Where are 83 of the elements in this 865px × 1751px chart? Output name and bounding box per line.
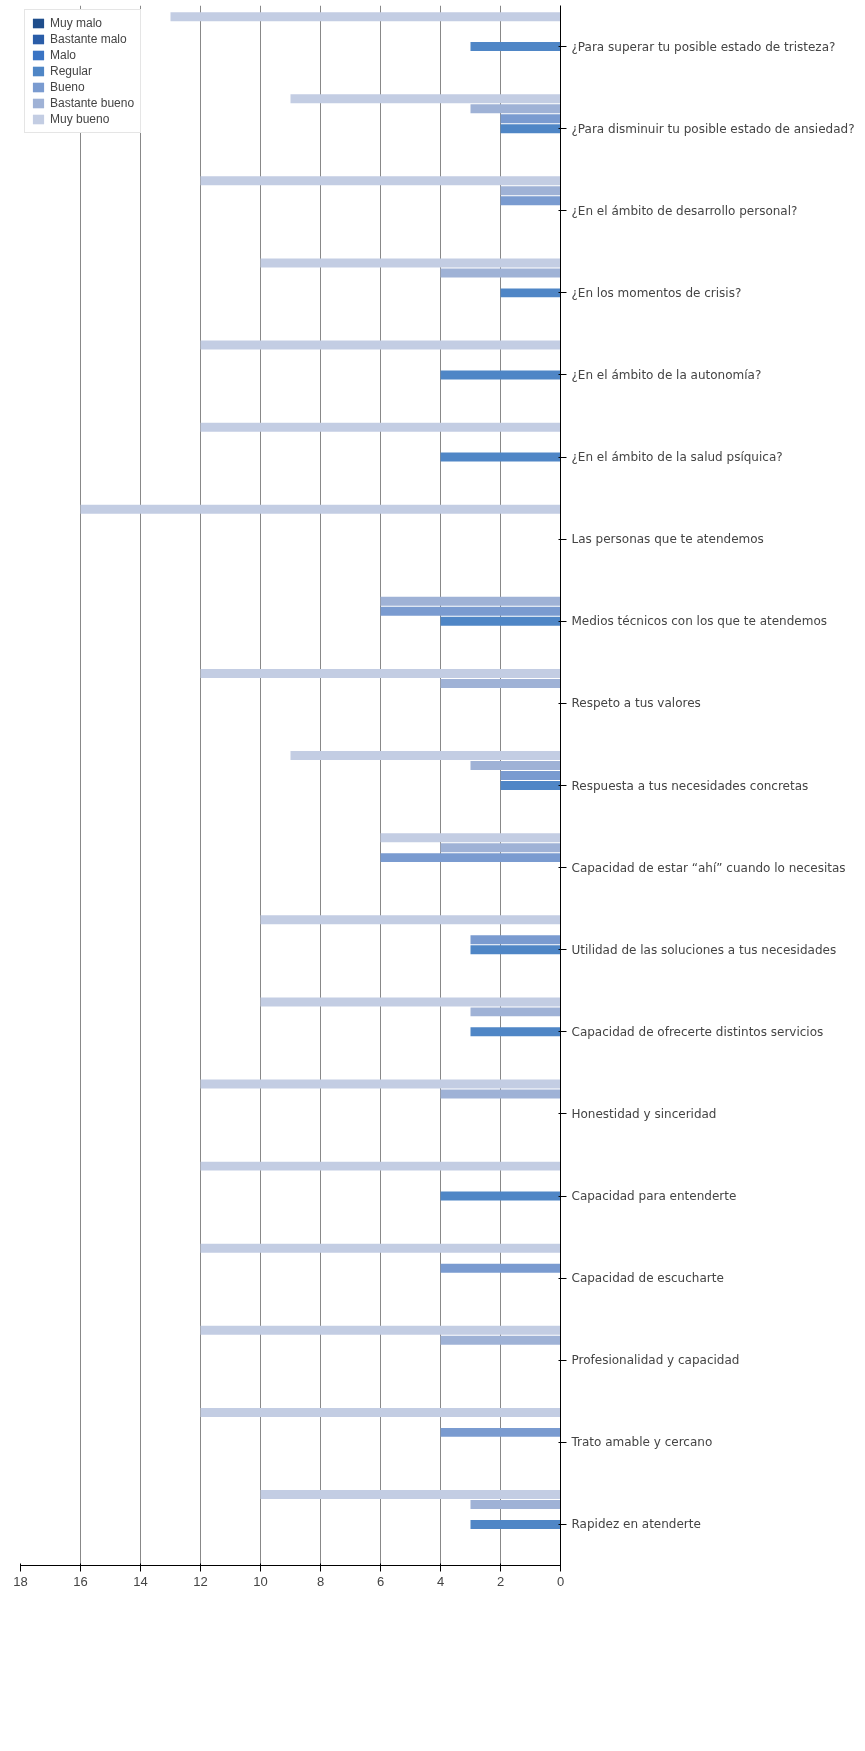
bar [260,1490,561,1500]
bar [500,781,561,790]
y-tick-label: Medios técnicos con los que te atendemos [571,614,827,629]
bar [440,678,561,688]
bar [80,504,561,514]
y-tick-label: ¿Para disminuir tu posible estado de ansiedad? [571,121,855,136]
y-tick-label: ¿Para superar tu posible estado de tristeza? [571,39,836,54]
x-tick-label: 6 [376,1573,385,1589]
bar [440,1335,561,1345]
y-tick-label: Respeto a tus valores [571,696,701,711]
x-tick-label: 8 [316,1573,325,1589]
bar [200,1325,561,1335]
bar [470,761,561,771]
y-tick-label: Rapidez en atenderte [571,1517,701,1532]
y-tick-label: ¿En los momentos de crisis? [571,285,742,300]
bar [470,935,561,945]
bar [470,1027,561,1037]
x-tick-label: 2 [496,1573,505,1589]
x-tick-label: 14 [133,1573,148,1589]
bar [260,915,561,925]
bar [440,616,561,626]
bar [470,104,561,114]
y-tick-label: Capacidad de estar “ahí” cuando lo necesitas [571,860,846,875]
bar [290,94,561,104]
bar [440,1427,561,1437]
bar [440,1263,561,1273]
x-tick-label: 12 [193,1573,208,1589]
bar [380,596,561,606]
bar [470,945,561,955]
bar [200,669,561,678]
y-tick-label: Profesionalidad y capacidad [571,1353,740,1368]
bar [200,340,561,350]
legend-label: Bastante bueno [50,96,135,110]
bar [380,606,561,616]
bar [470,1007,561,1017]
bar [500,186,561,196]
y-tick-label: ¿En el ámbito de desarrollo personal? [571,203,798,218]
bar [200,1243,561,1253]
y-tick-label: Utilidad de las soluciones a tus necesidades [571,942,837,957]
bar [380,853,561,863]
bar [200,176,561,186]
legend-label: Regular [50,64,93,78]
bar [440,370,561,380]
bar [470,42,561,52]
bar [440,1089,561,1099]
y-tick-label: ¿En el ámbito de la autonomía? [571,367,762,382]
bar [260,997,561,1007]
y-tick-label: Respuesta a tus necesidades concretas [571,778,809,793]
y-tick-label: Capacidad de ofrecerte distintos servicios [571,1024,824,1039]
x-tick-label: 18 [13,1573,28,1589]
bar [290,751,561,761]
legend-label: Malo [50,48,77,62]
y-tick-label: Honestidad y sinceridad [571,1106,717,1121]
y-tick-label: Capacidad de escucharte [571,1271,724,1286]
bar [440,843,561,853]
bar [500,124,561,134]
bar [500,288,561,298]
bar [470,1500,561,1509]
bar [500,196,561,206]
bar [200,1161,561,1171]
x-tick-label: 10 [253,1573,268,1589]
legend-label: Muy bueno [50,112,110,126]
x-tick-label: 4 [436,1573,445,1589]
legend-label: Bastante malo [50,32,127,46]
bar [500,114,561,124]
x-tick-label: 16 [73,1573,88,1589]
y-tick-label: Trato amable y cercano [570,1435,713,1450]
bar [380,833,561,843]
legend-label: Bueno [50,80,85,94]
bar [500,771,561,781]
bar [170,12,561,22]
bar [200,422,561,432]
y-tick-label: Capacidad para entenderte [571,1189,737,1204]
legend-label: Muy malo [50,16,103,30]
y-tick-label: ¿En el ámbito de la salud psíquica? [571,450,783,465]
y-tick-label: Las personas que te atendemos [571,532,764,547]
bar [440,1191,561,1201]
bar [440,452,561,462]
bar [440,268,561,278]
x-tick-label: 0 [556,1573,565,1589]
bar [200,1407,561,1417]
bar [260,258,561,268]
bar [470,1519,561,1529]
